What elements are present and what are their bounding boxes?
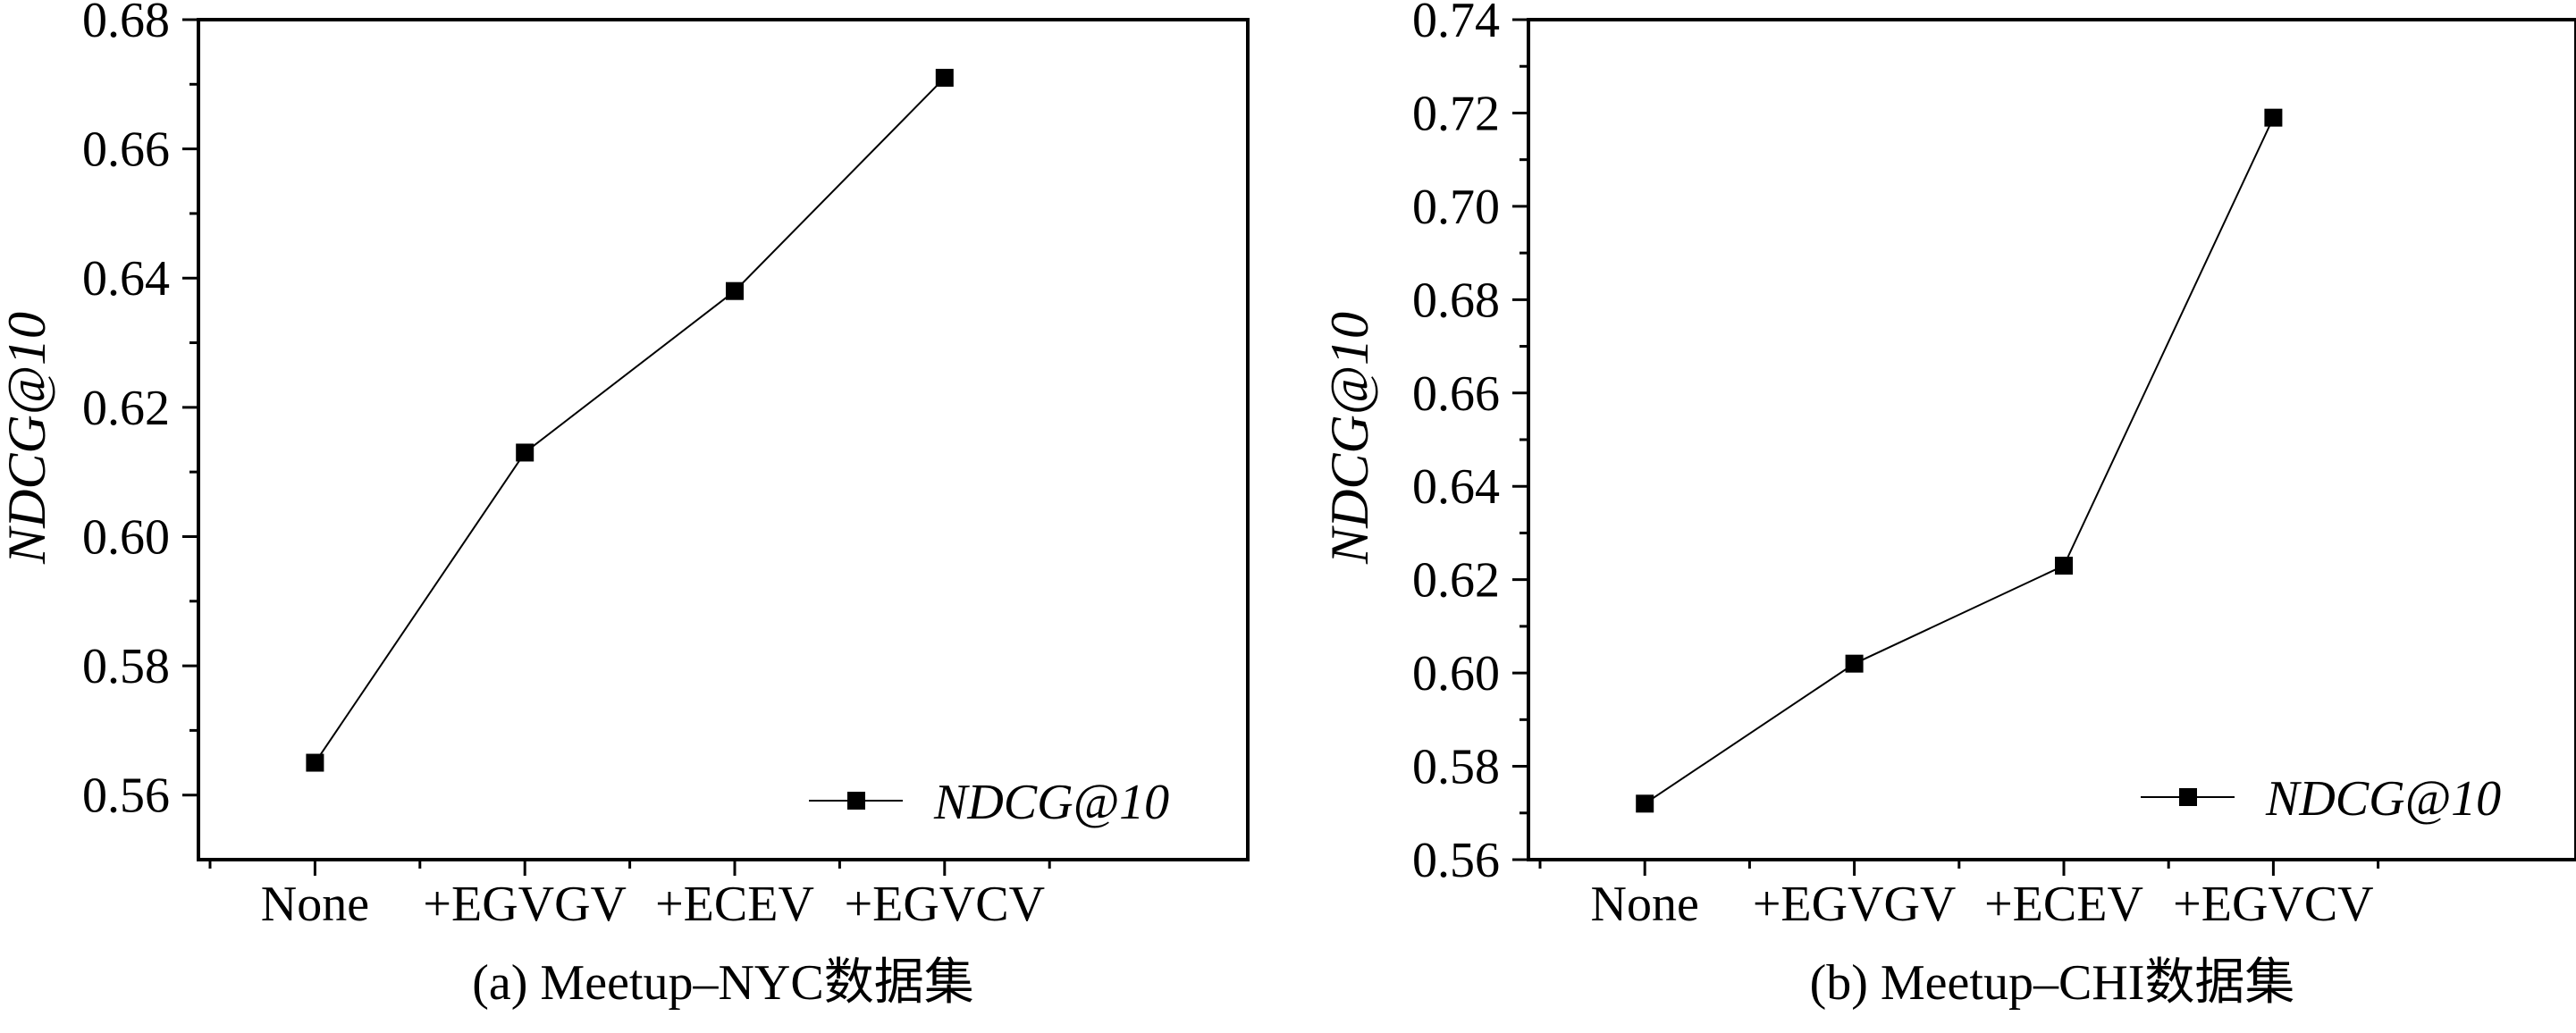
x-tick-label: +EGVCV — [2173, 877, 2373, 932]
data-point — [935, 69, 954, 88]
x-tick-label: None — [1591, 877, 1699, 932]
x-tick-label: +EGVCV — [845, 877, 1045, 932]
data-point — [1845, 654, 1864, 673]
x-tick-label: None — [261, 877, 369, 932]
data-point — [516, 443, 535, 462]
x-tick-label: +ECEV — [655, 877, 814, 932]
legend-marker — [847, 792, 865, 810]
y-tick-label: 0.64 — [1412, 459, 1500, 515]
y-axis-title: NDCG@10 — [1320, 312, 1379, 565]
y-tick-label: 0.58 — [1412, 740, 1500, 795]
x-tick-label: +EGVGV — [423, 877, 627, 932]
series-line — [1644, 117, 2275, 805]
legend: NDCG@10 — [809, 775, 1169, 830]
x-tick-label: +EGVGV — [1753, 877, 1957, 932]
series-line — [314, 77, 946, 764]
y-tick-label: 0.64 — [82, 251, 170, 307]
y-tick-label: 0.60 — [82, 509, 170, 565]
data-point — [1636, 794, 1654, 813]
y-tick-label: 0.56 — [1412, 833, 1500, 888]
chart-panel-b: 0.56 0.58 0.60 0.62 0.64 0.66 0.68 0.70 0.72 0.74… — [1320, 0, 2576, 1011]
legend-marker — [2179, 788, 2197, 806]
plot-frame — [197, 18, 1250, 861]
y-tick-label: 0.58 — [82, 639, 170, 694]
data-point — [726, 281, 744, 300]
y-tick-label: 0.74 — [1412, 0, 1500, 48]
y-axis-title: NDCG@10 — [0, 312, 56, 565]
y-tick-label: 0.62 — [82, 381, 170, 436]
data-point — [306, 753, 324, 772]
y-tick-label: 0.66 — [1412, 366, 1500, 422]
legend-label: NDCG@10 — [2265, 771, 2501, 827]
data-point — [2264, 108, 2283, 127]
chart-caption: (b) Meetup–CHI数据集 — [1810, 955, 2295, 1011]
y-tick-label: 0.72 — [1412, 86, 1500, 141]
y-tick-label: 0.68 — [1412, 273, 1500, 328]
legend-label: NDCG@10 — [933, 775, 1169, 830]
y-tick-label: 0.62 — [1412, 553, 1500, 609]
y-tick-label: 0.66 — [82, 122, 170, 178]
x-tick-label: +ECEV — [1984, 877, 2143, 932]
legend: NDCG@10 — [2141, 771, 2501, 827]
chart-caption: (a) Meetup–NYC数据集 — [472, 955, 973, 1011]
data-point — [2055, 557, 2073, 575]
plot-frame — [1527, 18, 2576, 861]
y-tick-label: 0.68 — [82, 0, 170, 48]
chart-panel-a: 0.56 0.58 0.60 0.62 0.64 0.66 0.68 None +EGVGV +E… — [0, 0, 1250, 1011]
y-tick-label: 0.70 — [1412, 180, 1500, 235]
y-tick-label: 0.56 — [82, 768, 170, 824]
y-tick-label: 0.60 — [1412, 646, 1500, 701]
